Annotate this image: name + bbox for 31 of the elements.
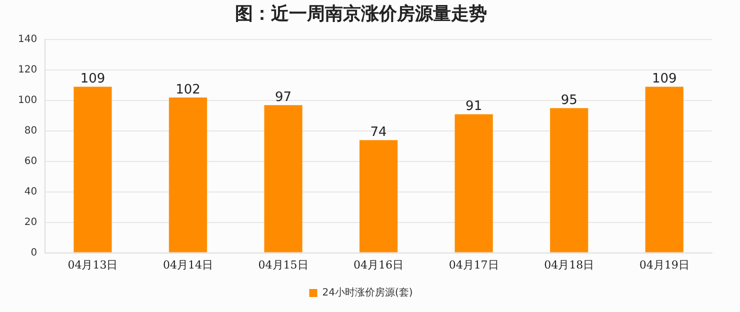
x-tick-label: 04月15日 xyxy=(258,258,308,272)
bar xyxy=(550,108,588,252)
x-tick-label: 04月18日 xyxy=(544,258,594,272)
data-label: 109 xyxy=(652,72,677,87)
y-tick-label: 120 xyxy=(18,64,38,76)
bar xyxy=(359,140,398,252)
x-tick-label: 04月14日 xyxy=(162,258,213,272)
x-tick-label: 04月17日 xyxy=(448,258,499,272)
y-tick-label: 20 xyxy=(24,216,38,228)
y-tick-label: 80 xyxy=(24,126,38,137)
y-tick-label: 60 xyxy=(24,156,38,168)
x-tick-label: 04月16日 xyxy=(354,258,404,272)
data-label: 74 xyxy=(370,124,387,140)
chart-title: 图：近一周南京涨价房源量走势 xyxy=(235,3,487,24)
bar xyxy=(645,86,684,252)
legend-label: 24小时涨价房源(套) xyxy=(322,286,413,299)
x-tick-label: 04月13日 xyxy=(68,258,118,272)
x-tick-label: 04月19日 xyxy=(639,258,690,272)
data-label: 102 xyxy=(176,82,200,98)
bar xyxy=(168,97,208,252)
bar xyxy=(454,114,493,252)
bar xyxy=(74,86,112,252)
data-label: 95 xyxy=(560,93,578,108)
y-tick-label: 100 xyxy=(18,95,38,106)
y-tick-label: 40 xyxy=(24,186,38,198)
data-label: 109 xyxy=(80,72,106,87)
y-tick-label: 140 xyxy=(18,34,38,46)
data-label: 97 xyxy=(274,90,292,105)
bar xyxy=(264,105,302,252)
data-label: 91 xyxy=(466,99,482,114)
y-tick-label: 0 xyxy=(30,247,38,258)
